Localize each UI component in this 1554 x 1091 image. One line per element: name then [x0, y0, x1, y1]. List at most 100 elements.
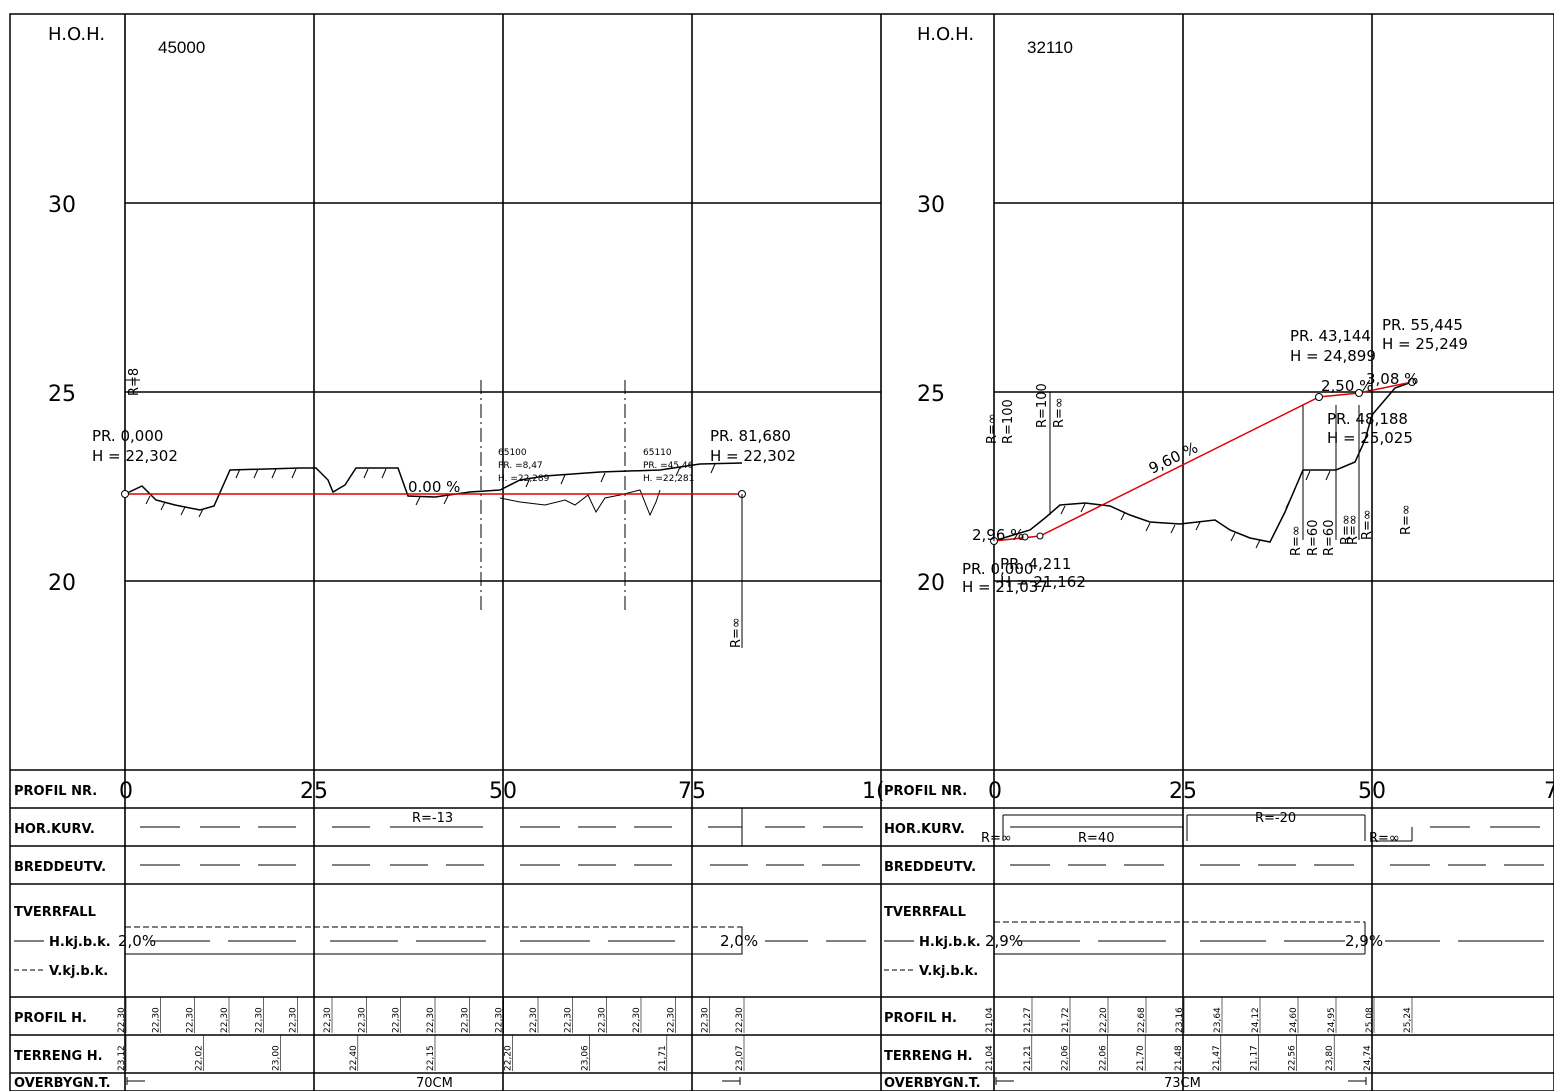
left-row-hor-kurv: HOR.KURV.: [14, 822, 95, 837]
right-terreng-h-2: 22,06: [1061, 1045, 1071, 1071]
left-row-terreng-h: TERRENG H.: [14, 1049, 103, 1064]
right-profile-id: 32110: [1027, 38, 1073, 57]
left-row-profil-h: PROFIL H.: [14, 1011, 87, 1026]
left-profil-h-3: 22,30: [220, 1007, 230, 1033]
right-row-hkjbk: H.kj.b.k.: [919, 935, 981, 950]
left-cross1-pr: PR. =8,47: [498, 461, 543, 471]
right-profil-h-8: 24,60: [1289, 1007, 1299, 1033]
left-hor-kurv-r: R=-13: [412, 811, 453, 826]
right-profil-h-9: 24,95: [1327, 1007, 1337, 1033]
left-terreng-h-3: 22,40: [349, 1045, 359, 1071]
left-terreng-h-0: 23,12: [117, 1045, 127, 1071]
left-profil-h-8: 22,30: [392, 1007, 402, 1033]
left-profil-h-1: 22,30: [151, 1007, 161, 1033]
left-station-0: 0: [119, 779, 133, 804]
right-r-label-6: R=60: [1306, 520, 1321, 556]
left-elev-30: 30: [48, 193, 76, 218]
right-hoh-label: H.O.H.: [917, 24, 974, 45]
left-hoh-label: H.O.H.: [48, 24, 105, 45]
right-p4-h: H = 25,025: [1327, 429, 1413, 447]
right-slope-3: 2,50 %: [1321, 377, 1373, 395]
right-station-50: 50: [1358, 779, 1386, 804]
sheet-frame: [9, 13, 1554, 1091]
left-cross2-pr: PR. =45,46: [643, 461, 694, 471]
right-profil-h-3: 22,20: [1099, 1007, 1109, 1033]
right-row-profil-nr: PROFIL NR.: [884, 784, 967, 799]
right-point-4: [1315, 393, 1323, 401]
left-r-start: R=8: [127, 368, 142, 396]
right-row-profil-h: PROFIL H.: [884, 1011, 957, 1026]
right-terreng-h-4: 21,70: [1136, 1045, 1146, 1071]
left-profil-h-4: 22,30: [254, 1007, 264, 1033]
left-terrain-hatch: [145, 463, 716, 518]
left-profil-h-2: 22,30: [186, 1007, 196, 1033]
right-r-label-11: R=∞: [1399, 504, 1414, 535]
right-r-label-3: R=100: [1035, 383, 1050, 428]
right-terreng-h-3: 22,06: [1098, 1045, 1108, 1071]
right-terreng-h-8: 22,56: [1287, 1045, 1297, 1071]
right-r-label-4: R=∞: [1052, 397, 1067, 428]
left-profil-h-14: 22,30: [598, 1007, 608, 1033]
right-p2-h: H = 21,162: [1000, 573, 1086, 591]
left-row-profil-nr: PROFIL NR.: [14, 784, 97, 799]
left-elev-20: 20: [48, 571, 76, 596]
right-row-vkjbk: V.kj.b.k.: [919, 964, 978, 979]
left-station-25: 25: [300, 779, 328, 804]
left-profil-h-0: 22,30: [117, 1007, 127, 1033]
left-cross1-h: H. =22,289: [498, 474, 550, 484]
left-profil-h-11: 22,30: [495, 1007, 505, 1033]
left-profile-id: 45000: [158, 38, 205, 57]
right-profil-h-0: 21,04: [985, 1007, 995, 1033]
left-row-vkjbk: V.kj.b.k.: [49, 964, 108, 979]
right-r-label-5: R=∞: [1289, 525, 1304, 556]
hor-kurv-dashes: [140, 808, 1540, 846]
right-elev-25: 25: [917, 382, 945, 407]
right-point-2: [1021, 533, 1029, 541]
left-cross1-id: 65100: [498, 448, 527, 458]
left-profil-h-values: 22,30 22,30 22,30 22,30 22,30 22,30 22,30 22,30…: [117, 997, 745, 1033]
right-terreng-h-0: 21,04: [985, 1045, 995, 1071]
left-station-50: 50: [489, 779, 517, 804]
left-tverrfall-left: 2,0%: [118, 932, 156, 950]
right-profil-h-11: 25,24: [1403, 1007, 1413, 1033]
table-rules: [10, 769, 1554, 1074]
right-row-terreng-h: TERRENG H.: [884, 1049, 973, 1064]
right-terreng-h-1: 21,21: [1023, 1045, 1033, 1071]
right-terrain-line: [993, 381, 1413, 543]
right-curve-markers: [993, 392, 1360, 541]
left-terreng-h-7: 21,71: [658, 1045, 668, 1071]
left-terreng-h-values: 23,12 22,02 23,00 22,40 22,15 22,20 23,06 21,71…: [117, 1035, 745, 1071]
right-profil-h-7: 24,12: [1251, 1007, 1261, 1033]
right-slope-4: 3,08 %: [1366, 370, 1418, 388]
right-grid: [993, 14, 1554, 1091]
right-tverrfall-left: 2,9%: [985, 932, 1023, 950]
left-start-pr: PR. 0,000: [92, 427, 163, 445]
left-slope: 0.00 %: [408, 478, 460, 496]
left-r-end: R=∞: [729, 617, 744, 648]
left-terreng-h-2: 23,00: [272, 1045, 282, 1071]
left-terrain-line: [124, 462, 743, 511]
left-terreng-h-1: 22,02: [194, 1045, 204, 1071]
right-p3-h: H = 24,899: [1290, 347, 1376, 365]
left-profil-h-10: 22,30: [460, 1007, 470, 1033]
left-profil-h-13: 22,30: [563, 1007, 573, 1033]
left-start-h: H = 22,302: [92, 447, 178, 465]
right-row-overbygn: OVERBYGN.T.: [884, 1076, 981, 1091]
right-r-label-8: R=∞: [1339, 514, 1354, 545]
left-grid: [124, 14, 882, 1091]
left-row-breddeutv: BREDDEUTV.: [14, 860, 106, 875]
profile-table: PROFIL NR. HOR.KURV. BREDDEUTV. TVERRFAL…: [10, 769, 1554, 1091]
right-profile: H.O.H. 32110 30 25 20 R=∞ R=100 R=100 R=…: [917, 14, 1554, 1091]
right-start-h: H = 21,037: [962, 578, 1048, 596]
left-terreng-h-6: 23,06: [581, 1045, 591, 1071]
left-terrain-subline: [499, 489, 661, 517]
left-terreng-h-8: 23,07: [735, 1045, 745, 1071]
right-terreng-h-5: 21,48: [1174, 1045, 1184, 1071]
left-profil-h-15: 22,30: [632, 1007, 642, 1033]
right-terreng-h-6: 21,47: [1212, 1045, 1222, 1071]
right-p5-h: H = 25,249: [1382, 335, 1468, 353]
right-row-tverrfall: TVERRFALL: [884, 905, 966, 920]
right-hor-kurv-r3: R=-20: [1255, 811, 1296, 826]
left-profil-h-18: 22,30: [735, 1007, 745, 1033]
left-profil-h-12: 22,30: [529, 1007, 539, 1033]
